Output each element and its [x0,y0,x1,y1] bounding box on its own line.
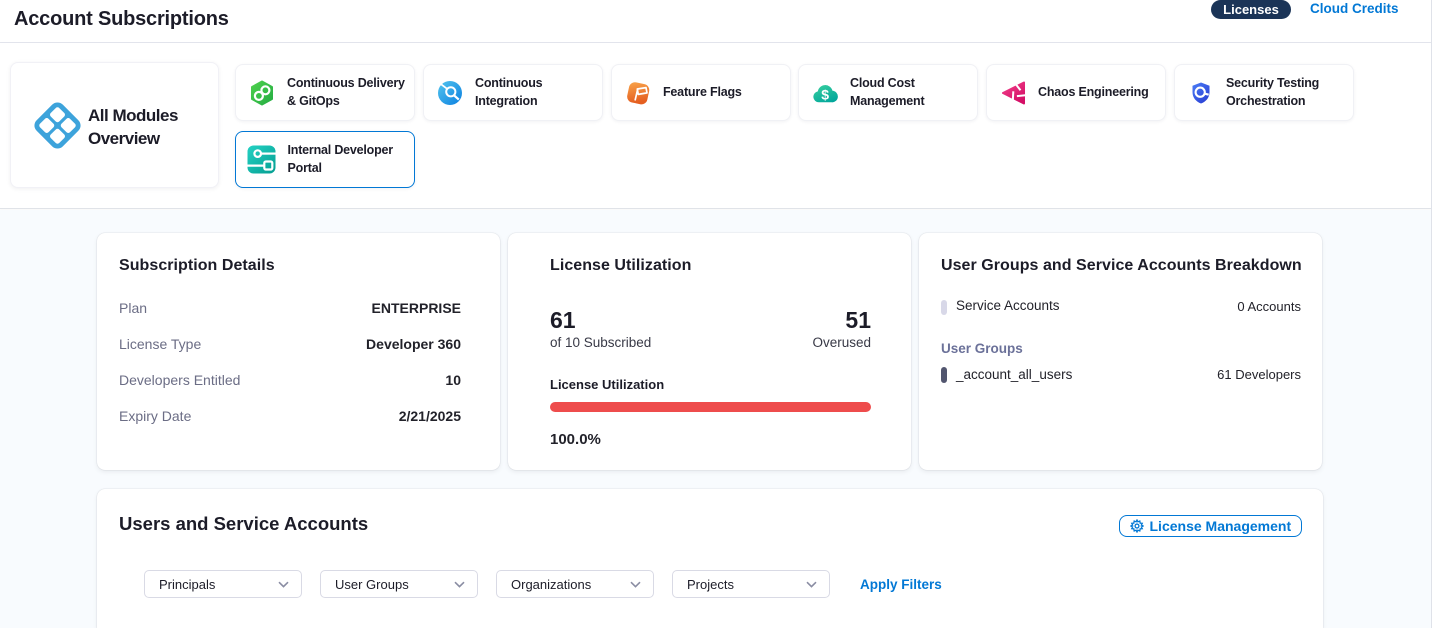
svg-text:$: $ [821,86,829,102]
